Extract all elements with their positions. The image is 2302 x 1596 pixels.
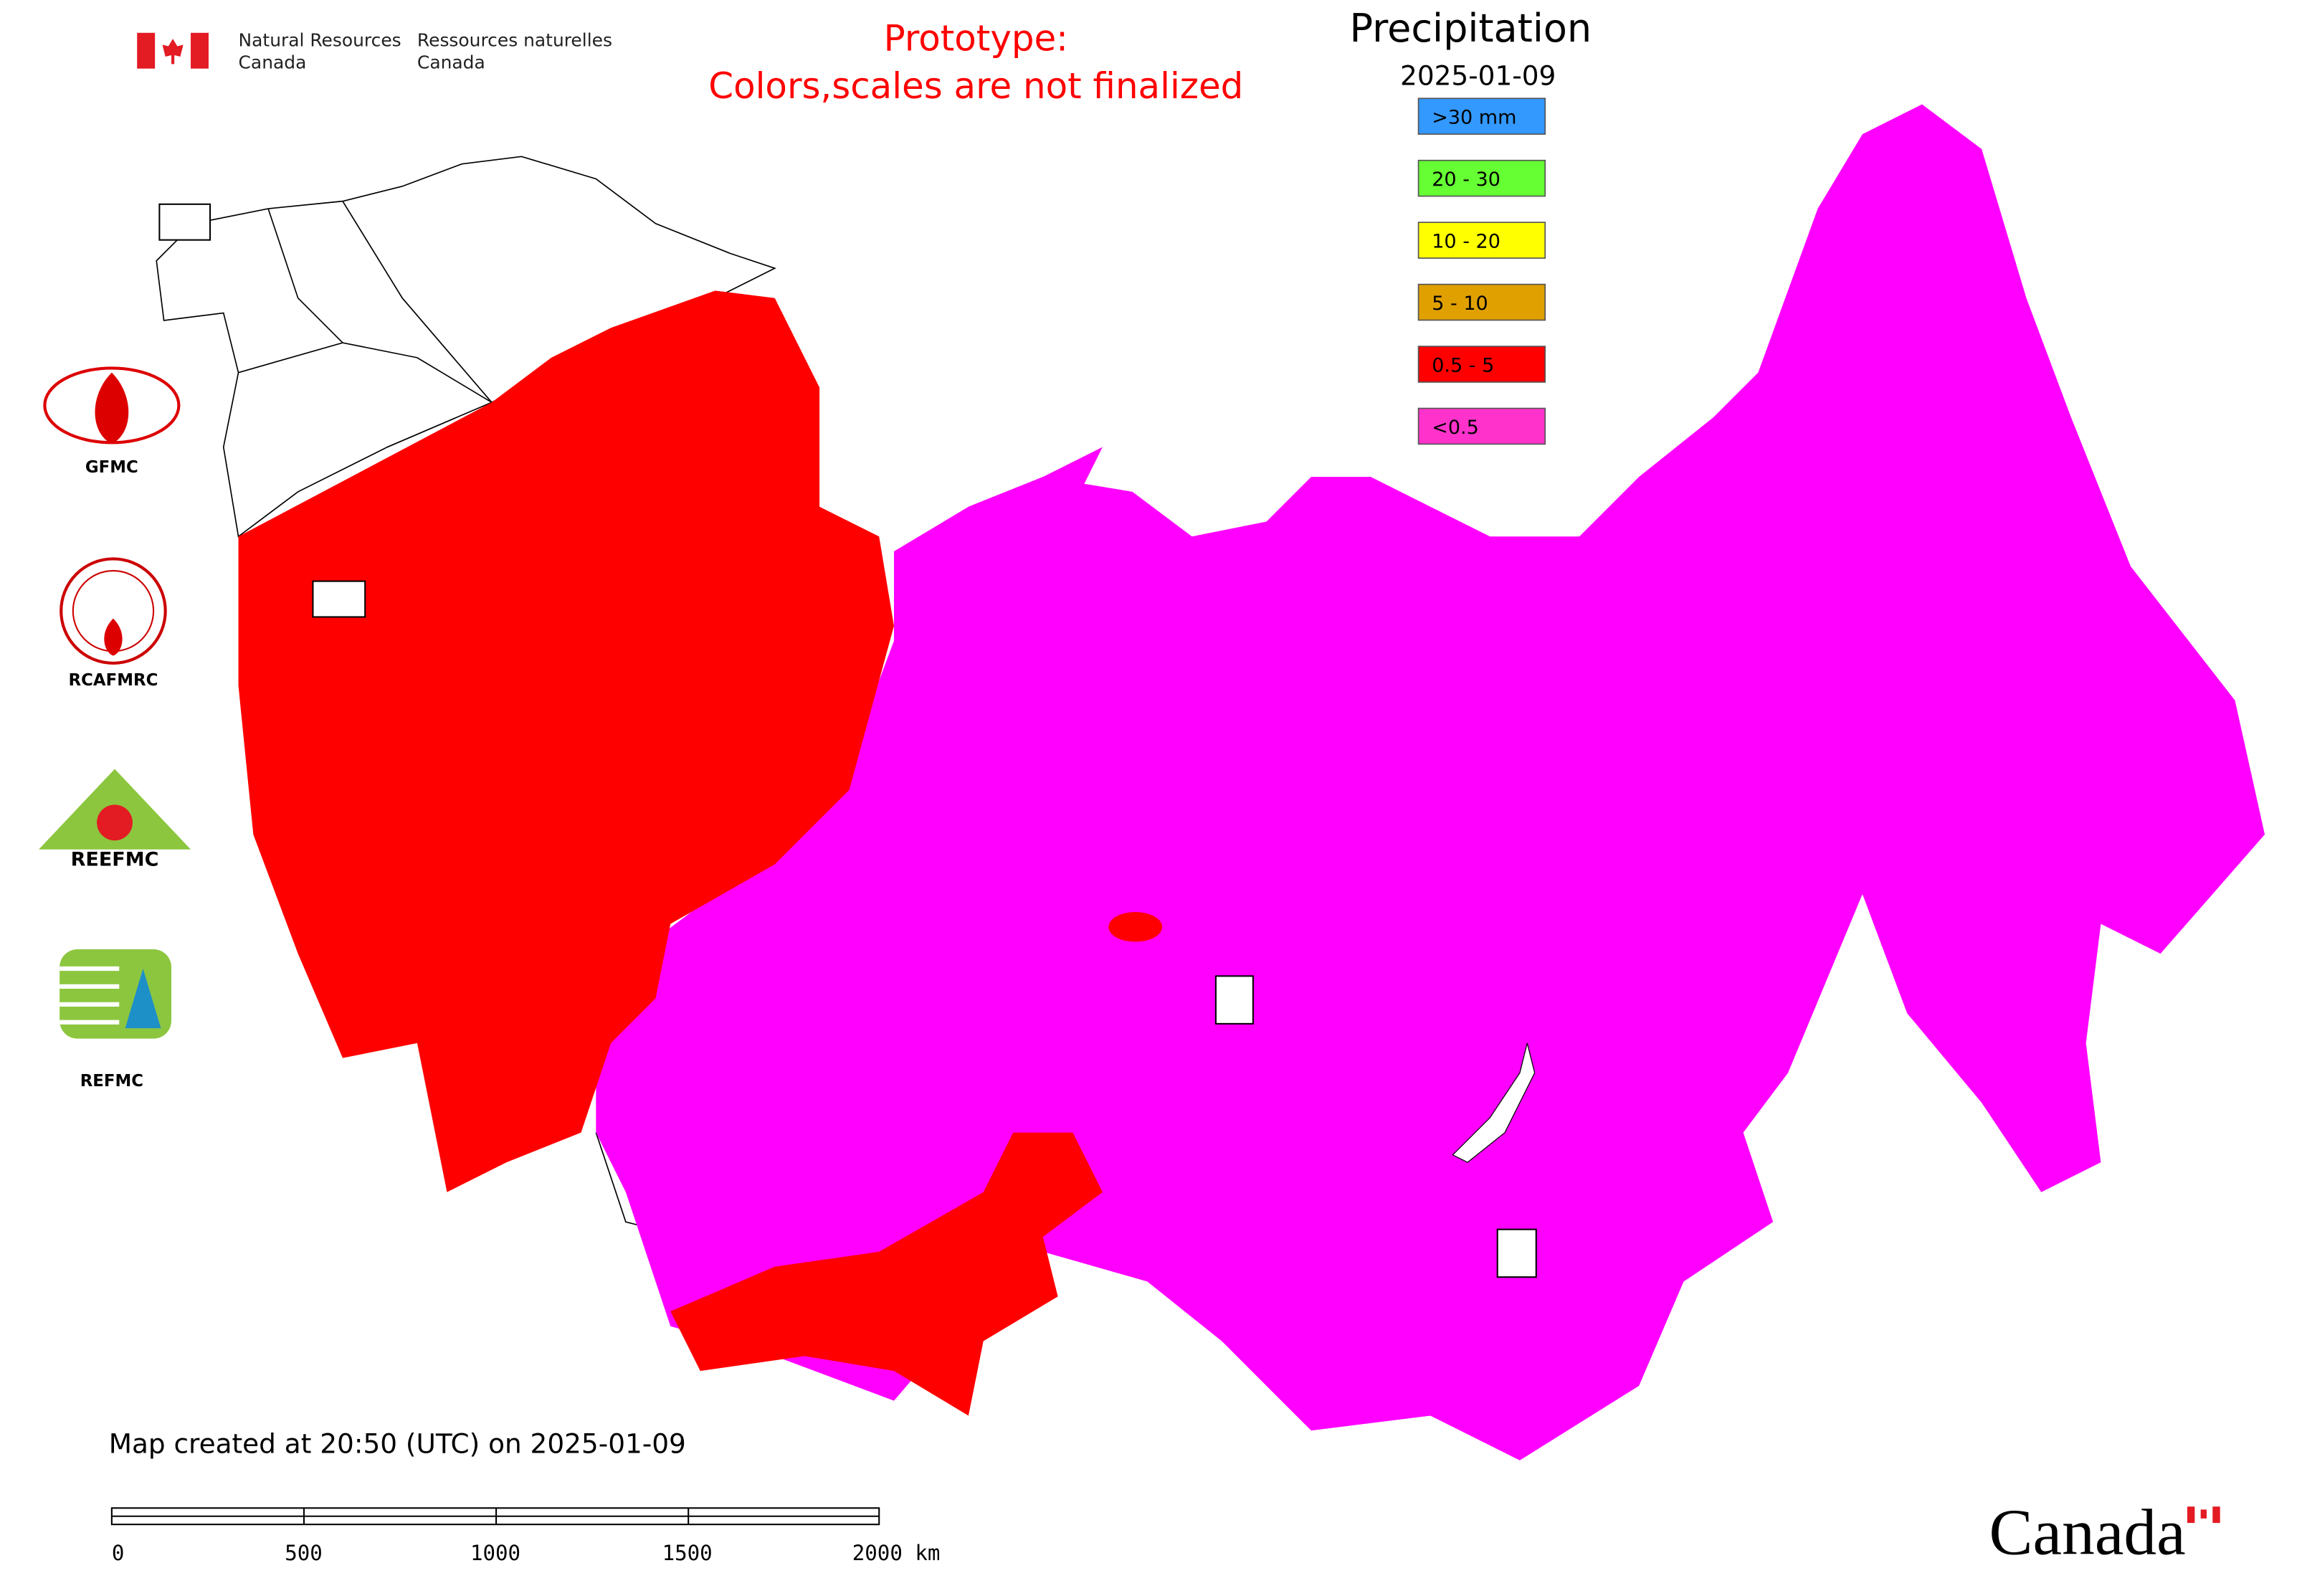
logo-label: GFMC: [85, 458, 138, 477]
legend-swatch: [1417, 98, 1546, 135]
wordmark-flag: [2187, 1506, 2220, 1524]
legend-title: Precipitation: [1349, 6, 1592, 51]
legend-label: >30 mm: [1432, 107, 1516, 129]
precip-region-low: [596, 104, 2265, 1460]
lake-baikal: [1452, 1042, 1536, 1163]
scale-label: 2000 km: [852, 1541, 941, 1565]
created-note: Map created at 20:50 (UTC) on 2025-01-09: [109, 1428, 686, 1459]
notice: Colors,scales are not finalized: [708, 65, 1243, 107]
legend-label: 20 - 30: [1432, 168, 1500, 191]
agency-fr: Ressources naturelles: [417, 29, 612, 50]
legend-swatch: [1417, 222, 1546, 259]
precip-region-low: [968, 447, 1103, 537]
logos: GFMC RCAFMRC REEFMC REFMC: [39, 366, 191, 1091]
logo-label: REFMC: [80, 1072, 143, 1091]
legend-date: 2025-01-09: [1400, 60, 1556, 92]
legend-label: <0.5: [1432, 417, 1479, 439]
legend-label: 5 - 10: [1432, 293, 1488, 315]
scale-bar: [110, 1507, 880, 1526]
agency-fr: Canada: [417, 52, 485, 73]
scale-labels: 0 500 1000 1500 2000 km: [112, 1541, 940, 1565]
logo-label: RCAFMRC: [69, 671, 158, 690]
legend-label: 10 - 20: [1432, 230, 1500, 252]
svg-text:REEFMC: REEFMC: [71, 849, 159, 871]
agency-en: Natural Resources: [239, 29, 401, 50]
wordmark: Canada: [1989, 1496, 2186, 1569]
map-markers: [158, 203, 1537, 1278]
legend-swatch: [1417, 283, 1546, 321]
agency-en: Canada: [239, 52, 307, 73]
legend-swatch: [1417, 407, 1546, 445]
precip-region-mid: [670, 1132, 1103, 1416]
legend-swatch: [1417, 346, 1546, 383]
precip-region-mid: [1108, 911, 1163, 942]
scale-label: 1500: [662, 1541, 713, 1565]
notice: Prototype:: [884, 18, 1068, 60]
legend-label: 0.5 - 5: [1432, 354, 1494, 376]
scale-label: 500: [285, 1541, 323, 1565]
legend-swatch: [1417, 159, 1546, 197]
precip-region-mid: [238, 290, 894, 1192]
scale-label: 1000: [470, 1541, 520, 1565]
scale-label: 0: [112, 1541, 125, 1565]
agency-signature: Natural Resources Canada Ressources natu…: [137, 29, 612, 73]
legend: >30 mm 20 - 30 10 - 20 5 - 10 0.5 - 5 <0.5: [1417, 98, 1546, 445]
